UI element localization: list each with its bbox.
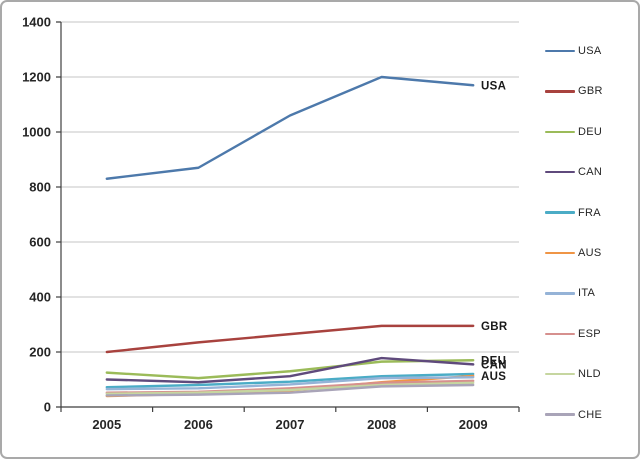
- legend-item-GBR: GBR: [545, 84, 603, 98]
- x-tick-label: 2007: [276, 417, 305, 432]
- y-tick-label: 1200: [22, 70, 51, 85]
- series-line-USA: [105, 75, 475, 180]
- series-end-label-CAN: CAN: [481, 359, 507, 371]
- legend-label-USA: USA: [578, 45, 602, 57]
- y-tick-label: 1400: [22, 15, 51, 30]
- x-tick-label: 2008: [367, 417, 396, 432]
- legend-swatch-NLD: [545, 372, 575, 376]
- legend-swatch-FRA: [545, 211, 575, 214]
- y-tick-label: 600: [29, 235, 51, 250]
- legend-item-USA: USA: [545, 44, 602, 58]
- legend-label-CAN: CAN: [578, 166, 603, 179]
- series-line-ITA: [105, 376, 475, 391]
- series-line-CAN: [105, 356, 475, 384]
- legend-label-CHE: CHE: [578, 408, 603, 421]
- legend-item-ITA: ITA: [545, 286, 595, 300]
- legend-label-AUS: AUS: [578, 247, 602, 259]
- y-tick-label: 1000: [22, 125, 51, 140]
- y-tick-label: 400: [29, 290, 51, 305]
- legend-swatch-GBR: [545, 90, 575, 93]
- x-tick-label: 2005: [92, 417, 121, 432]
- series-line-NLD: [105, 381, 475, 395]
- series-line-FRA: [105, 372, 475, 389]
- series-end-label-GBR: GBR: [481, 321, 508, 333]
- y-tick-label: 800: [29, 180, 51, 195]
- legend-swatch-CAN: [545, 170, 575, 174]
- legend-item-ESP: ESP: [545, 327, 601, 341]
- legend-label-ITA: ITA: [578, 287, 596, 300]
- y-tick-label: 0: [44, 400, 51, 415]
- x-tick-label: 2009: [459, 417, 488, 432]
- legend-swatch-USA: [545, 49, 575, 53]
- series-line-CHE: [105, 383, 475, 397]
- legend-item-NLD: NLD: [545, 367, 601, 381]
- legend-label-FRA: FRA: [578, 206, 601, 219]
- x-tick-label: 2006: [184, 417, 213, 432]
- legend-item-FRA: FRA: [545, 206, 601, 220]
- chart-legend: USA GBR DEU CAN FRA AUS ITA ESP NLD CHE: [545, 2, 638, 457]
- series-end-label-USA: USA: [481, 80, 506, 92]
- legend-label-ESP: ESP: [578, 327, 601, 340]
- series-end-label-AUS: AUS: [481, 371, 506, 383]
- legend-item-CHE: CHE: [545, 408, 602, 422]
- legend-item-DEU: DEU: [545, 125, 602, 139]
- legend-swatch-CHE: [545, 413, 575, 416]
- legend-label-NLD: NLD: [578, 368, 601, 381]
- series-line-GBR: [105, 324, 475, 354]
- legend-swatch-AUS: [545, 251, 575, 255]
- legend-item-AUS: AUS: [545, 246, 602, 260]
- legend-swatch-ESP: [545, 332, 575, 336]
- y-tick-label: 200: [29, 345, 51, 360]
- legend-swatch-DEU: [545, 130, 575, 134]
- legend-label-GBR: GBR: [578, 85, 603, 98]
- legend-item-CAN: CAN: [545, 165, 602, 179]
- legend-swatch-ITA: [545, 292, 575, 295]
- legend-label-DEU: DEU: [578, 125, 603, 138]
- series-end-label-DEU: DEU: [481, 355, 506, 367]
